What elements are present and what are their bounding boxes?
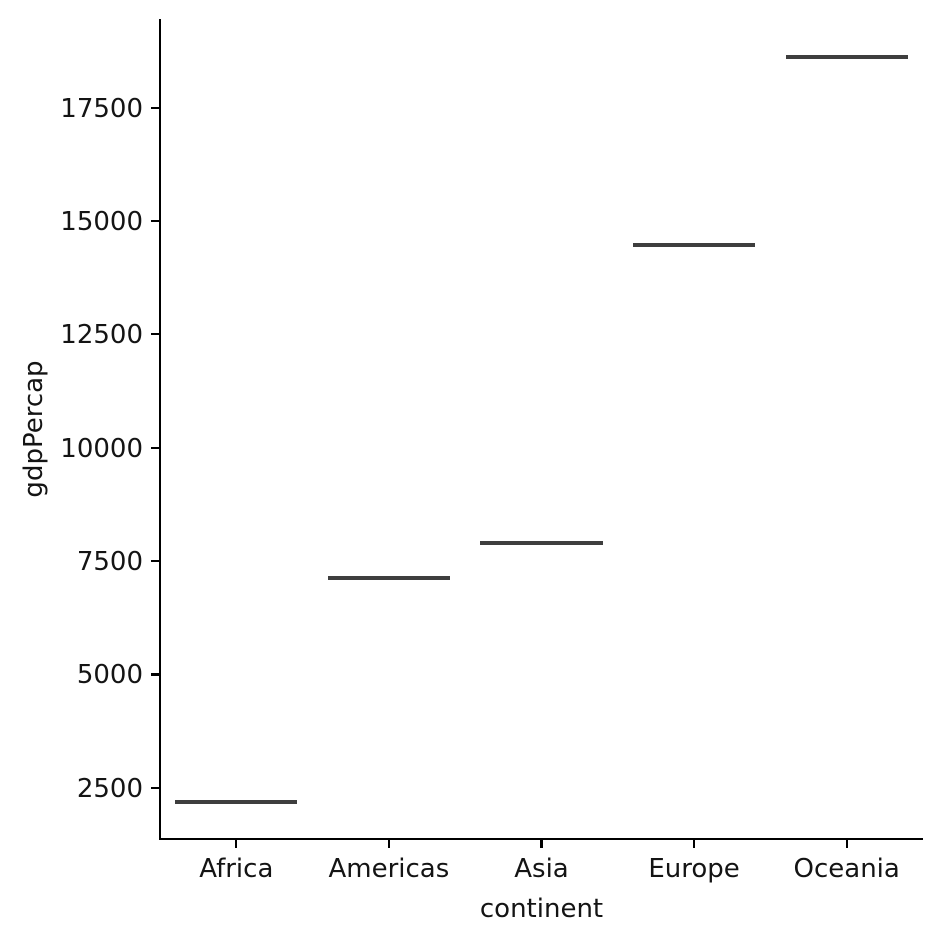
x-tick-label: Africa <box>199 854 274 884</box>
x-axis-label: continent <box>479 894 604 924</box>
y-tick-mark <box>150 446 159 449</box>
y-tick-label: 7500 <box>76 547 143 578</box>
y-tick-mark <box>150 333 159 336</box>
y-tick-mark <box>150 219 159 223</box>
mean-dash-mark <box>175 799 298 804</box>
mean-dash-mark <box>480 540 603 545</box>
x-tick-label: Asia <box>514 854 569 884</box>
y-tick-mark <box>150 673 159 676</box>
y-tick-label: 10000 <box>60 433 143 464</box>
x-tick-mark <box>693 840 696 849</box>
y-tick-mark <box>150 106 159 109</box>
y-tick-label: 12500 <box>60 320 143 351</box>
y-tick-label: 2500 <box>76 773 143 804</box>
y-tick-mark <box>150 560 159 563</box>
x-tick-mark <box>387 840 390 849</box>
x-axis-spine <box>158 838 924 841</box>
y-tick-label: 17500 <box>60 93 143 124</box>
x-tick-label: Americas <box>328 854 450 884</box>
x-tick-label: Europe <box>648 854 740 884</box>
mean-dash-mark <box>327 575 450 580</box>
y-tick-label: 5000 <box>76 660 143 691</box>
y-tick-label: 15000 <box>60 206 143 237</box>
x-tick-mark <box>540 840 543 849</box>
y-axis-label: gdpPercap <box>19 360 49 498</box>
y-tick-mark <box>150 786 159 789</box>
mean-dash-mark <box>633 243 756 248</box>
mean-dash-mark <box>785 54 908 59</box>
x-tick-label: Oceania <box>793 854 900 884</box>
y-axis-spine <box>158 19 162 840</box>
x-tick-mark <box>845 840 848 849</box>
x-tick-mark <box>235 840 238 849</box>
